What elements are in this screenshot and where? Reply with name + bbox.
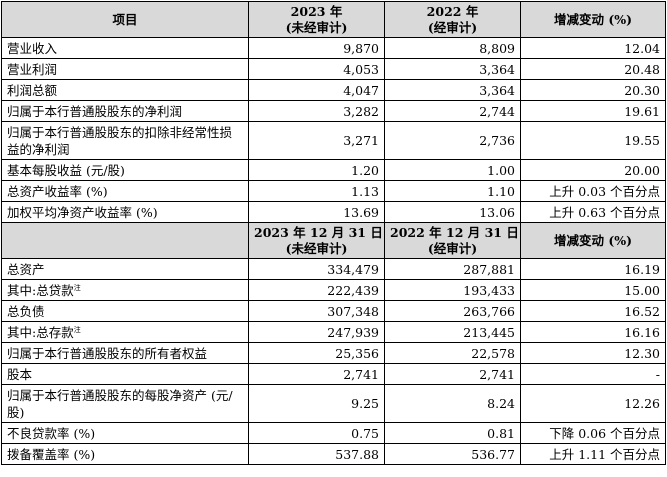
value-2022: 13.06 <box>384 201 521 223</box>
value-2023: 9,870 <box>248 37 385 59</box>
row-label: 归属于本行普通股股东的所有者权益 <box>1 342 249 364</box>
value-2022: 2,741 <box>384 363 521 385</box>
value-2023: 3,282 <box>248 100 385 122</box>
financial-table: 项目 2023 年 (未经审计) 2022 年 (经审计) 增减变动 (%) 营业收… <box>1 1 666 465</box>
value-2023: 0.75 <box>248 422 385 444</box>
table-row: 营业利润 4,053 3,364 20.48 <box>1 58 666 80</box>
value-change: 上升 0.63 个百分点 <box>520 201 666 223</box>
header-row-2: 2023 年 12 月 31 日 (未经审计) 2022 年 12 月 31 日(… <box>1 222 666 259</box>
row-label: 营业利润 <box>1 58 249 80</box>
footnote-mark: 注 <box>73 283 81 292</box>
table-row: 不良贷款率 (%) 0.75 0.81 下降 0.06 个百分点 <box>1 422 666 444</box>
header-blank <box>1 222 249 259</box>
value-2022: 536.77 <box>384 443 521 465</box>
value-2023: 247,939 <box>248 321 385 343</box>
value-change: 12.26 <box>520 384 666 423</box>
value-2022: 2,744 <box>384 100 521 122</box>
header-2022: 2022 年 (经审计) <box>384 1 521 38</box>
row-label: 营业收入 <box>1 37 249 59</box>
table-row: 归属于本行普通股股东的扣除非经常性损益的净利润 3,271 2,736 19.5… <box>1 121 666 160</box>
row-label: 归属于本行普通股股东的每股净资产 (元/股) <box>1 384 249 423</box>
header-2022-12-31: 2022 年 12 月 31 日 (经审计) <box>384 222 521 259</box>
value-change: 20.30 <box>520 79 666 101</box>
value-change: 16.19 <box>520 258 666 280</box>
value-2023: 537.88 <box>248 443 385 465</box>
value-change: 20.00 <box>520 159 666 181</box>
row-label: 归属于本行普通股股东的扣除非经常性损益的净利润 <box>1 121 249 160</box>
table-row: 归属于本行普通股股东的净利润 3,282 2,744 19.61 <box>1 100 666 122</box>
value-2023: 4,053 <box>248 58 385 80</box>
value-change: 上升 0.03 个百分点 <box>520 180 666 202</box>
value-2022: 0.81 <box>384 422 521 444</box>
value-2022: 1.10 <box>384 180 521 202</box>
value-2023: 334,479 <box>248 258 385 280</box>
row-label: 股本 <box>1 363 249 385</box>
table-row: 总资产 334,479 287,881 16.19 <box>1 258 666 280</box>
footnote-mark: 注 <box>73 325 81 334</box>
table-row: 营业收入 9,870 8,809 12.04 <box>1 37 666 59</box>
value-change: 16.16 <box>520 321 666 343</box>
value-2023: 222,439 <box>248 279 385 301</box>
header-change: 增减变动 (%) <box>520 1 666 38</box>
table-row: 加权平均净资产收益率 (%) 13.69 13.06 上升 0.63 个百分点 <box>1 201 666 223</box>
table-row: 利润总额 4,047 3,364 20.30 <box>1 79 666 101</box>
value-change: 15.00 <box>520 279 666 301</box>
value-2022: 263,766 <box>384 300 521 322</box>
value-2023: 1.20 <box>248 159 385 181</box>
table-row: 其中:总存款注 247,939 213,445 16.16 <box>1 321 666 343</box>
value-2023: 2,741 <box>248 363 385 385</box>
value-change: - <box>520 363 666 385</box>
row-label: 其中:总存款注 <box>1 321 249 343</box>
value-change: 20.48 <box>520 58 666 80</box>
header-item: 项目 <box>1 1 249 38</box>
value-change: 上升 1.11 个百分点 <box>520 443 666 465</box>
table-row: 其中:总贷款注 222,439 193,433 15.00 <box>1 279 666 301</box>
row-label: 其中:总贷款注 <box>1 279 249 301</box>
header-change-2: 增减变动 (%) <box>520 222 666 259</box>
table-row: 股本 2,741 2,741 - <box>1 363 666 385</box>
value-2022: 22,578 <box>384 342 521 364</box>
value-2022: 3,364 <box>384 58 521 80</box>
value-2022: 8.24 <box>384 384 521 423</box>
row-label: 不良贷款率 (%) <box>1 422 249 444</box>
value-2023: 4,047 <box>248 79 385 101</box>
value-2023: 25,356 <box>248 342 385 364</box>
value-2023: 3,271 <box>248 121 385 160</box>
value-change: 下降 0.06 个百分点 <box>520 422 666 444</box>
row-label: 总资产 <box>1 258 249 280</box>
header-2023: 2023 年 (未经审计) <box>248 1 385 38</box>
table-row: 总负债 307,348 263,766 16.52 <box>1 300 666 322</box>
table-row: 基本每股收益 (元/股) 1.20 1.00 20.00 <box>1 159 666 181</box>
header-2023-12-31: 2023 年 12 月 31 日 (未经审计) <box>248 222 385 259</box>
row-label: 加权平均净资产收益率 (%) <box>1 201 249 223</box>
value-2022: 287,881 <box>384 258 521 280</box>
value-2023: 307,348 <box>248 300 385 322</box>
value-change: 12.04 <box>520 37 666 59</box>
value-2022: 8,809 <box>384 37 521 59</box>
row-label: 总资产收益率 (%) <box>1 180 249 202</box>
value-2023: 1.13 <box>248 180 385 202</box>
value-2022: 2,736 <box>384 121 521 160</box>
row-label: 拨备覆盖率 (%) <box>1 443 249 465</box>
value-2023: 13.69 <box>248 201 385 223</box>
value-2022: 3,364 <box>384 79 521 101</box>
row-label: 利润总额 <box>1 79 249 101</box>
row-label: 总负债 <box>1 300 249 322</box>
row-label: 归属于本行普通股股东的净利润 <box>1 100 249 122</box>
header-row-1: 项目 2023 年 (未经审计) 2022 年 (经审计) 增减变动 (%) <box>1 1 666 38</box>
value-change: 12.30 <box>520 342 666 364</box>
value-change: 19.55 <box>520 121 666 160</box>
value-2023: 9.25 <box>248 384 385 423</box>
table-row: 拨备覆盖率 (%) 537.88 536.77 上升 1.11 个百分点 <box>1 443 666 465</box>
table-row: 总资产收益率 (%) 1.13 1.10 上升 0.03 个百分点 <box>1 180 666 202</box>
financial-summary: 项目 2023 年 (未经审计) 2022 年 (经审计) 增减变动 (%) 营业收… <box>1 1 666 465</box>
table-row: 归属于本行普通股股东的所有者权益 25,356 22,578 12.30 <box>1 342 666 364</box>
value-2022: 1.00 <box>384 159 521 181</box>
value-change: 16.52 <box>520 300 666 322</box>
value-2022: 213,445 <box>384 321 521 343</box>
table-row: 归属于本行普通股股东的每股净资产 (元/股) 9.25 8.24 12.26 <box>1 384 666 423</box>
row-label: 基本每股收益 (元/股) <box>1 159 249 181</box>
value-change: 19.61 <box>520 100 666 122</box>
value-2022: 193,433 <box>384 279 521 301</box>
